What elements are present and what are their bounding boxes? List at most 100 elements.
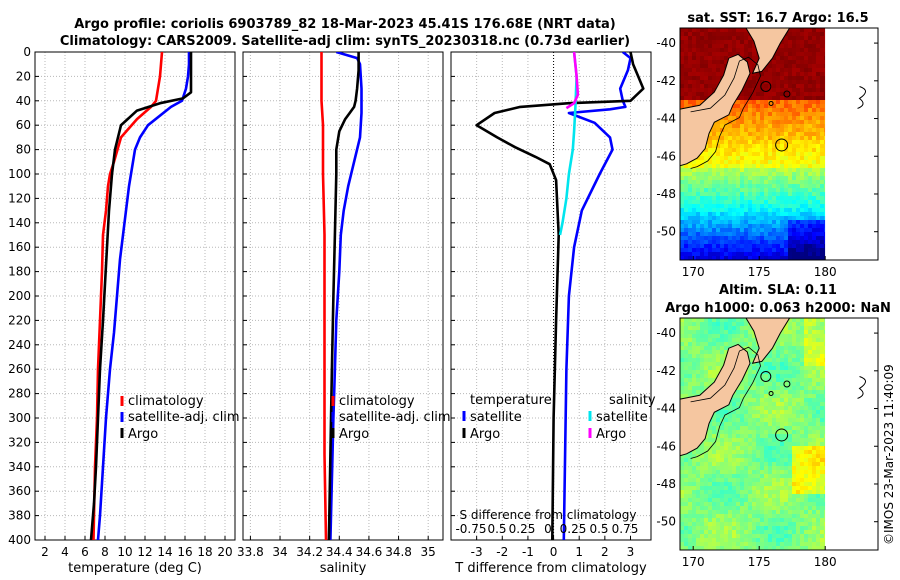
heatmap-cell — [788, 64, 792, 68]
heatmap-cell — [716, 506, 720, 510]
heatmap-cell — [820, 342, 824, 346]
heatmap-cell — [812, 164, 816, 168]
heatmap-cell — [700, 224, 704, 228]
heatmap-cell — [728, 422, 732, 426]
y-tick-label: 180 — [8, 265, 31, 279]
heatmap-cell — [752, 56, 756, 60]
heatmap-cell — [696, 248, 700, 252]
heatmap-cell — [784, 176, 788, 180]
heatmap-cell — [816, 506, 820, 510]
x-tick-label: 34 — [272, 545, 287, 559]
heatmap-cell — [728, 450, 732, 454]
heatmap-cell — [720, 148, 724, 152]
heatmap-cell — [728, 176, 732, 180]
heatmap-cell — [724, 474, 728, 478]
heatmap-cell — [812, 514, 816, 518]
heatmap-cell — [740, 434, 744, 438]
heatmap-cell — [816, 370, 820, 374]
heatmap-cell — [780, 370, 784, 374]
heatmap-cell — [748, 370, 752, 374]
heatmap-cell — [788, 212, 792, 216]
heatmap-cell — [680, 474, 684, 478]
heatmap-cell — [804, 72, 808, 76]
heatmap-cell — [744, 390, 748, 394]
heatmap-cell — [748, 136, 752, 140]
heatmap-cell — [812, 168, 816, 172]
heatmap-cell — [820, 196, 824, 200]
heatmap-cell — [720, 144, 724, 148]
heatmap-cell — [820, 124, 824, 128]
heatmap-cell — [808, 72, 812, 76]
heatmap-cell — [760, 398, 764, 402]
heatmap-cell — [680, 514, 684, 518]
heatmap-cell — [704, 164, 708, 168]
heatmap-cell — [804, 208, 808, 212]
heatmap-cell — [816, 224, 820, 228]
heatmap-cell — [748, 152, 752, 156]
heatmap-cell — [728, 326, 732, 330]
heatmap-cell — [788, 538, 792, 542]
heatmap-cell — [820, 52, 824, 56]
heatmap-cell — [768, 498, 772, 502]
x-tick-label: 33.8 — [237, 545, 264, 559]
heatmap-cell — [752, 140, 756, 144]
heatmap-cell — [772, 112, 776, 116]
heatmap-cell — [700, 68, 704, 72]
heatmap-cell — [700, 382, 704, 386]
heatmap-cell — [808, 450, 812, 454]
heatmap-cell — [820, 216, 824, 220]
heatmap-cell — [728, 184, 732, 188]
heatmap-cell — [820, 470, 824, 474]
heatmap-cell — [756, 542, 760, 546]
heatmap-cell — [688, 76, 692, 80]
heatmap-cell — [692, 342, 696, 346]
s-difference-tick-label: 0.5 — [589, 522, 608, 536]
heatmap-cell — [776, 116, 780, 120]
heatmap-cell — [720, 244, 724, 248]
heatmap-cell — [808, 32, 812, 36]
heatmap-cell — [752, 446, 756, 450]
heatmap-cell — [688, 220, 692, 224]
heatmap-cell — [756, 346, 760, 350]
heatmap-cell — [808, 68, 812, 72]
heatmap-cell — [712, 474, 716, 478]
heatmap-cell — [808, 200, 812, 204]
heatmap-cell — [800, 128, 804, 132]
heatmap-cell — [772, 140, 776, 144]
heatmap-cell — [824, 40, 826, 44]
heatmap-cell — [720, 426, 724, 430]
heatmap-cell — [696, 92, 700, 96]
heatmap-cell — [784, 196, 788, 200]
heatmap-cell — [772, 164, 776, 168]
heatmap-cell — [800, 358, 804, 362]
heatmap-cell — [780, 116, 784, 120]
heatmap-cell — [728, 188, 732, 192]
heatmap-cell — [796, 152, 800, 156]
heatmap-cell — [736, 518, 740, 522]
heatmap-cell — [820, 236, 824, 240]
heatmap-cell — [708, 172, 712, 176]
heatmap-cell — [760, 530, 764, 534]
heatmap-cell — [764, 68, 768, 72]
heatmap-cell — [796, 386, 800, 390]
heatmap-cell — [772, 450, 776, 454]
heatmap-cell — [796, 64, 800, 68]
heatmap-cell — [680, 318, 684, 322]
difference-panel: -3 -2 -1 0 1 2 3T difference from climatology — [450, 51, 652, 576]
heatmap-cell — [804, 410, 808, 414]
heatmap-cell — [804, 346, 808, 350]
heatmap-cell — [808, 506, 812, 510]
heatmap-cell — [688, 188, 692, 192]
heatmap-cell — [764, 406, 768, 410]
heatmap-cell — [756, 506, 760, 510]
heatmap-cell — [704, 188, 708, 192]
heatmap-cell — [692, 216, 696, 220]
heatmap-cell — [708, 342, 712, 346]
heatmap-cell — [732, 208, 736, 212]
heatmap-cell — [772, 394, 776, 398]
heatmap-cell — [708, 136, 712, 140]
heatmap-cell — [748, 204, 752, 208]
heatmap-cell — [800, 136, 804, 140]
heatmap-cell — [692, 72, 696, 76]
